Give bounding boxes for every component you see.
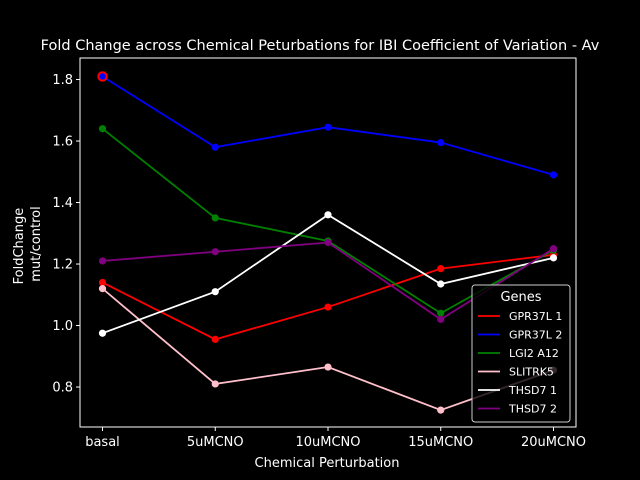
series-thsd7-1 <box>98 211 558 337</box>
legend: Genes GPR37L 1 GPR37L 2 LGI2 A12 SLITRK5 THSD… <box>471 284 571 423</box>
data-point <box>549 245 558 253</box>
legend-label: SLITRK5 <box>509 366 554 379</box>
data-point <box>98 285 107 293</box>
legend-item: LGI2 A12 <box>478 347 559 360</box>
data-point <box>324 211 332 219</box>
legend-label: THSD7 1 <box>508 384 557 397</box>
series-gpr37l-2 <box>98 72 558 179</box>
chart-title: Fold Change across Chemical Peturbations… <box>41 38 600 54</box>
legend-label: LGI2 A12 <box>509 347 559 360</box>
data-point <box>437 280 445 288</box>
x-axis-label: Chemical Perturbation <box>255 456 400 471</box>
x-tick-label: basal <box>85 435 120 450</box>
y-tick-label: 1.8 <box>52 73 73 88</box>
data-point <box>437 309 445 317</box>
data-point <box>98 125 107 133</box>
legend-item: SLITRK5 <box>478 366 554 379</box>
legend-item: THSD7 2 <box>478 403 557 416</box>
data-point <box>211 143 219 151</box>
data-point <box>98 329 107 337</box>
y-tick-label: 1.0 <box>52 319 73 334</box>
data-point <box>211 288 219 296</box>
legend-label: THSD7 2 <box>508 403 557 416</box>
y-axis-label: FoldChange mut/control <box>12 204 44 285</box>
y-axis: 0.8 1.0 1.2 1.4 1.6 1.8 <box>52 73 80 396</box>
data-point <box>211 214 219 222</box>
legend-item: GPR37L 2 <box>478 329 562 342</box>
data-point <box>437 265 445 273</box>
x-tick-label: 20uMCNO <box>521 435 586 450</box>
x-tick-label: 10uMCNO <box>295 435 360 450</box>
x-tick-label: 5uMCNO <box>187 435 244 450</box>
x-tick-label: 15uMCNO <box>408 435 473 450</box>
y-tick-label: 1.6 <box>52 135 73 150</box>
data-point <box>549 171 558 179</box>
series-gpr37l-1 <box>98 251 558 343</box>
data-point <box>549 254 558 262</box>
y-tick-label: 1.2 <box>52 258 73 273</box>
data-point <box>437 138 445 147</box>
legend-title: Genes <box>500 290 541 305</box>
y-tick-label: 0.8 <box>52 381 73 396</box>
y-axis-label-line-2: mut/control <box>29 206 44 281</box>
data-point <box>98 72 107 81</box>
plot-frame <box>79 57 577 428</box>
data-point <box>98 278 107 287</box>
x-axis: basal 5uMCNO 10uMCNO 15uMCNO 20uMCNO <box>85 427 586 450</box>
highlight-marker <box>97 71 108 82</box>
data-point <box>324 303 332 311</box>
data-point <box>211 335 219 343</box>
legend-item: GPR37L 1 <box>478 310 562 323</box>
data-point <box>324 238 332 247</box>
legend-label: GPR37L 2 <box>509 329 562 342</box>
data-point <box>437 315 445 323</box>
data-point <box>211 380 219 388</box>
data-point <box>437 406 445 414</box>
data-point <box>324 123 332 131</box>
legend-label: GPR37L 1 <box>509 310 562 323</box>
data-point <box>211 248 219 256</box>
data-point <box>98 257 107 265</box>
y-axis-label-line-1: FoldChange <box>12 208 27 285</box>
legend-box <box>471 284 571 423</box>
legend-item: THSD7 1 <box>478 384 557 397</box>
data-point <box>324 363 332 371</box>
y-tick-label: 1.4 <box>52 196 73 211</box>
